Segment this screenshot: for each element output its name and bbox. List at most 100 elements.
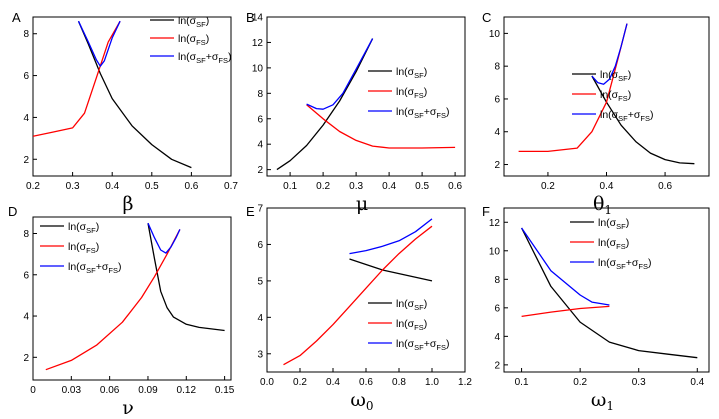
legend-label-sum: ln(σSF+σFS)	[396, 338, 449, 352]
legend-label-fs: ln(σFS)	[600, 89, 631, 103]
legend-close: )	[228, 51, 232, 63]
y-tick-label: 12	[489, 218, 501, 229]
panel-letter: F	[482, 204, 490, 219]
legend-sigma: σ	[634, 109, 641, 121]
plot-frame	[266, 16, 466, 177]
legend-close: )	[96, 221, 100, 233]
legend-sigma: σ	[610, 237, 617, 249]
legend-prefix: ln(	[600, 69, 612, 81]
x-axis-subscript: 1	[604, 203, 612, 217]
x-axis-label: β	[123, 193, 134, 215]
x-tick-label: 0.3	[632, 377, 646, 388]
legend-sub: FS	[86, 246, 96, 255]
x-tick-label: 0.12	[177, 385, 197, 396]
series-line-sum	[521, 227, 610, 306]
legend-close: )	[626, 237, 630, 249]
legend-sigma: σ	[80, 221, 87, 233]
legend-label-sf: ln(σSF)	[598, 217, 629, 231]
legend-sigma: σ	[408, 298, 415, 310]
legend-sub: FS	[618, 94, 628, 103]
y-tick-label: 8	[23, 229, 29, 240]
legend-close: )	[424, 86, 428, 98]
series-line-sf	[349, 258, 433, 282]
x-tick-label: 0.2	[573, 377, 587, 388]
legend-prefix: ln(	[396, 106, 408, 118]
x-axis-symbol: β	[123, 193, 134, 215]
legend-label-fs: ln(σFS)	[178, 33, 209, 47]
legend-sigma: σ	[610, 217, 617, 229]
legend-prefix: ln(	[396, 66, 408, 78]
x-tick-label: 1.2	[458, 377, 472, 388]
series-line-sum	[77, 20, 121, 67]
x-axis-subscript: 0	[366, 399, 374, 413]
x-tick-label: 0.06	[100, 385, 120, 396]
legend-prefix: ln(	[68, 261, 80, 273]
legend-label-fs: ln(σFS)	[598, 237, 629, 251]
x-tick-label: 0.6	[658, 181, 672, 192]
legend-sigma: σ	[408, 318, 415, 330]
y-tick-label: 6	[23, 270, 29, 281]
legend-sigma: σ	[612, 89, 619, 101]
panel-e: E0.0 0.2 0.4 0.6 0.8 1.0 1.234567ω0ln(σSF)ln(σ…	[246, 204, 472, 414]
legend-sub: FS	[638, 262, 648, 271]
legend-sub: SF	[86, 266, 96, 275]
x-tick-label: 0.4	[600, 181, 614, 192]
panel-letter: B	[246, 10, 255, 25]
y-tick-label: 8	[494, 62, 500, 73]
legend-sigma: σ	[408, 86, 415, 98]
legend-label-sum: ln(σSF+σFS)	[598, 257, 651, 271]
x-axis-label: ω1	[591, 389, 614, 413]
x-tick-label: 0.4	[326, 377, 340, 388]
x-tick-label: 0	[30, 385, 36, 396]
legend-sigma: σ	[190, 15, 197, 27]
series-line-fs	[33, 20, 121, 137]
x-axis-symbol: μ	[356, 193, 368, 215]
legend-prefix: ln(	[598, 237, 610, 249]
x-tick-label: 0.4	[382, 181, 396, 192]
x-tick-label: 0.4	[105, 181, 119, 192]
series-line-fs	[306, 104, 456, 149]
series-line-sum	[306, 38, 374, 110]
legend-close: )	[118, 261, 122, 273]
x-axis-label: ν	[122, 397, 134, 419]
legend-label-fs: ln(σFS)	[68, 241, 99, 255]
legend-sigma: σ	[632, 257, 639, 269]
legend-prefix: ln(	[600, 89, 612, 101]
legend-close: )	[626, 217, 630, 229]
y-tick-label: 12	[252, 38, 264, 49]
legend-sigma: σ	[190, 33, 197, 45]
legend-sub: SF	[414, 71, 424, 80]
legend-sub: FS	[616, 242, 626, 251]
series-line-sum	[349, 218, 433, 255]
legend-sub: FS	[196, 38, 206, 47]
x-axis-label: θ1	[593, 193, 612, 217]
legend-sub: SF	[414, 303, 424, 312]
panel-letter: D	[8, 204, 17, 219]
legend-prefix: ln(	[396, 338, 408, 350]
series-line-sf	[591, 75, 695, 165]
legend-sigma: σ	[430, 338, 437, 350]
y-tick-label: 5	[257, 276, 263, 287]
legend-plus: +	[206, 51, 212, 63]
legend-close: )	[96, 241, 100, 253]
legend-sub: SF	[196, 56, 206, 65]
x-tick-label: 0.2	[541, 181, 555, 192]
x-tick-label: 0.09	[138, 385, 158, 396]
y-tick-label: 8	[494, 275, 500, 286]
x-axis-symbol: ω	[350, 389, 366, 411]
x-tick-label: 0.5	[145, 181, 159, 192]
x-tick-label: 0.1	[283, 181, 297, 192]
legend-sub: SF	[86, 226, 96, 235]
legend-label-sum: ln(σSF+σFS)	[600, 109, 653, 123]
x-tick-label: 0.2	[26, 181, 40, 192]
legend-prefix: ln(	[68, 221, 80, 233]
x-tick-label: 0.3	[66, 181, 80, 192]
legend-sigma: σ	[212, 51, 219, 63]
legend-close: )	[628, 89, 632, 101]
legend-sub: SF	[616, 262, 626, 271]
legend-sub: FS	[436, 111, 446, 120]
x-tick-label: 0.2	[293, 377, 307, 388]
x-tick-label: 0.03	[62, 385, 82, 396]
y-tick-label: 2	[494, 160, 500, 171]
